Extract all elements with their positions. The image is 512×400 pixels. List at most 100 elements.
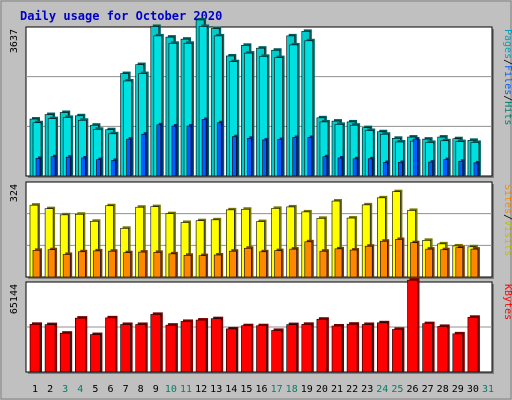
day-tick-label: 30 [467,384,479,395]
files-bar [232,136,237,177]
right-legend-hits-files-pages: Pages/Files/Hits [502,29,512,125]
kbytes-bar [105,317,116,373]
sites-bar [274,250,282,278]
y-max-label: 65144 [9,284,20,314]
sites-bar [47,249,56,278]
sites-bar [123,252,131,278]
day-tick-label: 5 [92,384,98,395]
day-tick-label: 10 [165,384,177,395]
files-bar [337,157,343,177]
panel-kbytes: 65144 KBytes [9,278,512,374]
day-tick-label: 20 [316,384,328,395]
sites-bar [304,241,313,278]
kbytes-bar [437,326,449,373]
panel-hits-files-pages: 3637 Pages/Files/Hits [9,17,512,178]
files-bar [111,160,116,177]
files-bar [458,160,464,177]
sites-bar [153,252,162,278]
day-tick-label: 7 [123,384,129,395]
files-bar [126,138,131,177]
files-bar [262,139,267,177]
legend-entry: / [502,59,512,65]
files-bar [443,159,449,177]
right-legend-visits-sites: Sites/Visits [502,184,512,256]
day-tick-label: 6 [107,384,113,395]
sites-bar [183,255,192,278]
day-tick-label: 25 [391,384,403,395]
kbytes-bar [452,333,464,373]
files-bar [277,139,282,177]
sites-bar [334,248,343,278]
day-tick-label: 26 [406,384,418,395]
bars-visits-sites [29,189,480,278]
files-bar [96,159,101,177]
kbytes-bar [376,322,388,373]
kbytes-bar [467,316,479,373]
files-bar [186,125,192,177]
kbytes-bar [195,319,207,373]
day-tick-label: 4 [77,384,83,395]
kbytes-bar [59,332,71,373]
sites-bar [198,255,207,278]
day-tick-label: 11 [180,384,192,395]
day-tick-label: 28 [437,384,449,395]
sites-bar [455,247,464,278]
day-tick-label: 29 [452,384,464,395]
files-bar [65,156,71,177]
kbytes-bar [29,324,41,373]
day-tick-label: 31 [482,384,494,395]
day-tick-label: 15 [240,384,252,395]
day-tick-label: 23 [361,384,373,395]
kbytes-bar [44,324,56,373]
kbytes-bar [316,318,328,373]
files-bar [322,156,328,177]
kbytes-bar [392,329,403,373]
sites-bar [319,250,328,278]
sites-bar [78,251,86,278]
files-bar [367,158,373,177]
day-tick-label: 19 [301,384,313,395]
sites-bar [425,248,433,278]
day-tick-label: 17 [271,384,283,395]
sites-bar [138,251,146,278]
files-bar [50,156,56,177]
kbytes-bar [331,325,343,373]
kbytes-bar [226,328,237,373]
files-bar [171,125,177,177]
kbytes-bar [271,330,282,373]
kbytes-bar [361,324,373,373]
files-bar [307,137,313,177]
sites-bar [395,239,403,278]
kbytes-bar [407,279,418,373]
sites-bar [213,254,222,278]
files-bar [413,138,418,177]
files-bar [201,119,207,177]
sites-bar [62,254,71,278]
day-tick-label: 14 [225,384,237,395]
kbytes-bar [180,321,192,373]
kbytes-bar [301,324,313,373]
day-tick-label: 8 [138,384,144,395]
y-max-label: 3637 [9,29,20,53]
kbytes-bar [346,323,358,373]
sites-bar [32,250,41,278]
kbytes-bar [241,325,252,373]
chart-title: Daily usage for October 2020 [20,9,222,23]
files-bar [352,158,358,177]
files-bar [216,122,222,177]
files-bar [141,133,146,177]
kbytes-bar [256,325,267,373]
sites-bar [229,250,237,278]
kbytes-bar [422,323,433,373]
legend-entry: / [502,95,512,101]
kbytes-bar [210,318,222,373]
legend-entry: Sites [502,184,512,214]
legend-entry: Visits [502,220,512,256]
day-tick-label: 2 [47,384,53,395]
day-tick-label: 24 [376,384,388,395]
legend-entry: Hits [502,101,512,125]
